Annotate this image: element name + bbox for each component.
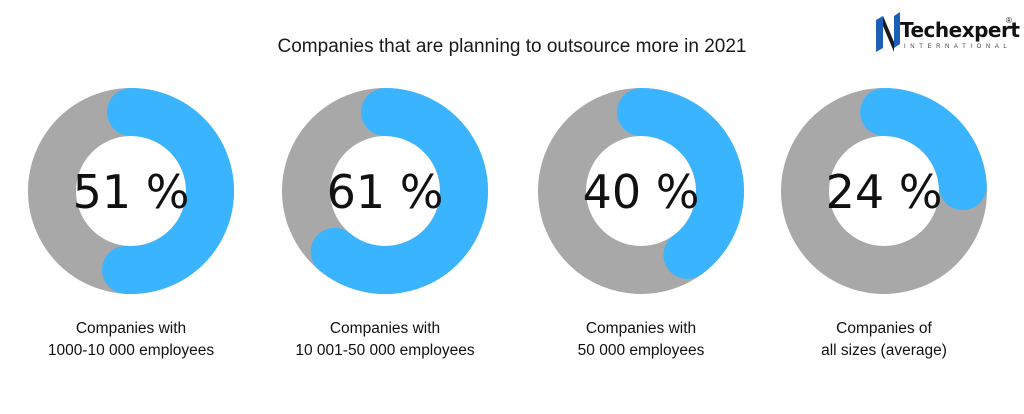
donut-2: 61 % [282,88,488,294]
donut-caption-line: 1000-10 000 employees [47,342,215,359]
donut-value-arc [102,88,234,294]
donut-caption: Companies with 50 000 employees [521,318,761,362]
donut-value-arc [860,88,987,211]
donut-caption-line: 50 000 employees [577,342,705,359]
donut-value-label: 40 % [583,165,700,219]
techexpert-logo: Techexpert ® INTERNATIONAL [874,12,1024,68]
logo-mark-icon [876,12,900,52]
logo-name: Techexpert [900,18,1020,42]
donut-1: 51 % [28,88,234,294]
donut-4: 24 % [781,88,987,294]
donut-caption-line: Companies with [75,320,187,337]
donut-value-arc [310,88,488,294]
donut-value-arc [617,88,744,279]
donut-caption-line: Companies of [836,320,932,337]
donut-value-label: 51 % [73,165,190,219]
donut-caption-line: all sizes (average) [821,342,947,359]
donut-value-label: 61 % [327,165,444,219]
donut-3: 40 % [538,88,744,294]
donut-caption: Companies with 10 001-50 000 employees [265,318,505,362]
donut-caption-line: Companies with [585,320,697,337]
donut-value-label: 24 % [826,165,943,219]
chart-title: Companies that are planning to outsource… [277,36,747,57]
logo-registered-mark: ® [1006,16,1012,25]
logo-subtitle: INTERNATIONAL [904,44,1012,50]
donut-caption: Companies of all sizes (average) [764,318,1004,362]
donut-caption-line: 10 001-50 000 employees [295,342,475,359]
donut-caption: Companies with 1000-10 000 employees [11,318,251,362]
donut-caption-line: Companies with [329,320,441,337]
